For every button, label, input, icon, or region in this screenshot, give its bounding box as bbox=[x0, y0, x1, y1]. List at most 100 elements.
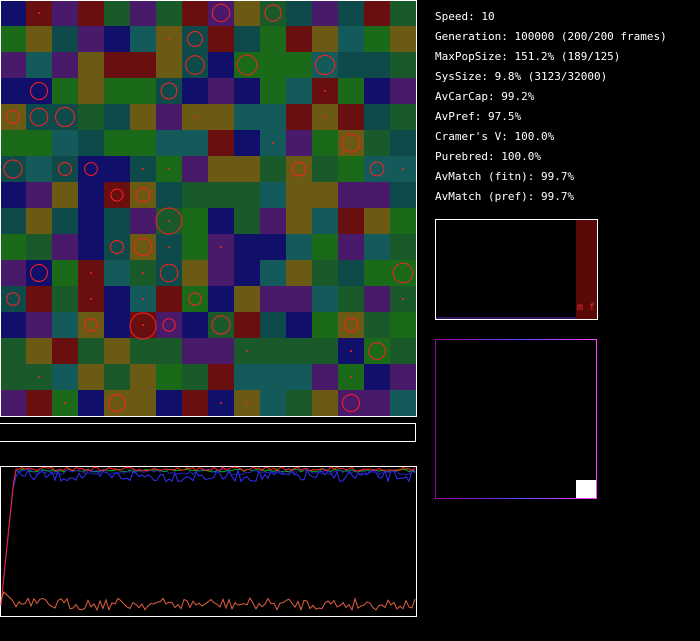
cell bbox=[312, 0, 338, 26]
cell bbox=[390, 364, 416, 390]
agent-dot bbox=[168, 246, 170, 248]
cell bbox=[234, 286, 260, 312]
cell bbox=[338, 182, 364, 208]
cell bbox=[156, 78, 182, 104]
cell bbox=[0, 52, 26, 78]
stat-line: Cramer's V: 100.0% bbox=[435, 130, 555, 143]
cell bbox=[312, 156, 338, 182]
cell bbox=[0, 78, 26, 104]
cell bbox=[104, 130, 130, 156]
agent bbox=[342, 394, 360, 412]
agent bbox=[159, 263, 179, 283]
cell bbox=[390, 0, 416, 26]
cell bbox=[130, 130, 156, 156]
cell bbox=[182, 182, 208, 208]
cell bbox=[364, 0, 390, 26]
agent-dot bbox=[142, 168, 144, 170]
cell bbox=[0, 208, 26, 234]
agent-dot bbox=[324, 90, 326, 92]
cell bbox=[286, 156, 312, 182]
cell bbox=[104, 156, 130, 182]
agent-dot bbox=[142, 298, 144, 300]
cell bbox=[182, 312, 208, 338]
cell bbox=[156, 130, 182, 156]
histogram-bar bbox=[576, 220, 597, 319]
agent-dot bbox=[324, 116, 326, 118]
cell bbox=[234, 52, 260, 78]
agent bbox=[135, 187, 151, 203]
history-line bbox=[0, 591, 416, 612]
stat-line: AvCarCap: 99.2% bbox=[435, 90, 535, 103]
cell bbox=[364, 208, 390, 234]
cell bbox=[104, 182, 130, 208]
cell bbox=[234, 208, 260, 234]
agent bbox=[84, 162, 98, 176]
cell bbox=[260, 286, 286, 312]
agent-dot bbox=[38, 376, 40, 378]
cell bbox=[182, 338, 208, 364]
cell bbox=[234, 234, 260, 260]
agent bbox=[162, 318, 176, 332]
cell bbox=[286, 260, 312, 286]
cell bbox=[208, 26, 234, 52]
cell bbox=[286, 364, 312, 390]
cell bbox=[338, 26, 364, 52]
cell bbox=[364, 234, 390, 260]
agent bbox=[6, 110, 20, 124]
cell bbox=[338, 286, 364, 312]
cell bbox=[78, 338, 104, 364]
cell bbox=[234, 26, 260, 52]
cell bbox=[0, 312, 26, 338]
history-line bbox=[0, 468, 416, 606]
cell bbox=[104, 78, 130, 104]
cell bbox=[156, 312, 182, 338]
cell bbox=[338, 208, 364, 234]
cell bbox=[260, 26, 286, 52]
cell bbox=[390, 130, 416, 156]
cell bbox=[364, 78, 390, 104]
cell bbox=[0, 0, 26, 26]
cell bbox=[130, 104, 156, 130]
cell bbox=[286, 234, 312, 260]
cell bbox=[26, 156, 52, 182]
cell bbox=[208, 78, 234, 104]
world-grid bbox=[0, 0, 416, 416]
cell bbox=[312, 364, 338, 390]
cell bbox=[234, 364, 260, 390]
cell bbox=[234, 312, 260, 338]
agent bbox=[54, 106, 76, 128]
cell bbox=[52, 130, 78, 156]
cell bbox=[182, 390, 208, 416]
cell bbox=[208, 104, 234, 130]
cell bbox=[260, 364, 286, 390]
cell bbox=[182, 208, 208, 234]
agent-dot bbox=[168, 38, 170, 40]
cell bbox=[26, 208, 52, 234]
cell bbox=[390, 338, 416, 364]
cell bbox=[104, 364, 130, 390]
cell bbox=[208, 338, 234, 364]
cell bbox=[78, 390, 104, 416]
cell bbox=[0, 182, 26, 208]
cell bbox=[78, 312, 104, 338]
cell bbox=[26, 78, 52, 104]
cell bbox=[260, 390, 286, 416]
cell bbox=[208, 286, 234, 312]
cell bbox=[286, 390, 312, 416]
cell bbox=[156, 286, 182, 312]
cell bbox=[286, 52, 312, 78]
cell bbox=[130, 52, 156, 78]
cell bbox=[0, 26, 26, 52]
agent-dot bbox=[220, 246, 222, 248]
cell bbox=[260, 338, 286, 364]
cell bbox=[130, 208, 156, 234]
agent bbox=[110, 188, 124, 202]
cell bbox=[26, 182, 52, 208]
cell bbox=[234, 104, 260, 130]
cell bbox=[260, 156, 286, 182]
agent-dot bbox=[194, 116, 196, 118]
cell bbox=[234, 156, 260, 182]
cell bbox=[26, 312, 52, 338]
agent bbox=[6, 292, 20, 306]
